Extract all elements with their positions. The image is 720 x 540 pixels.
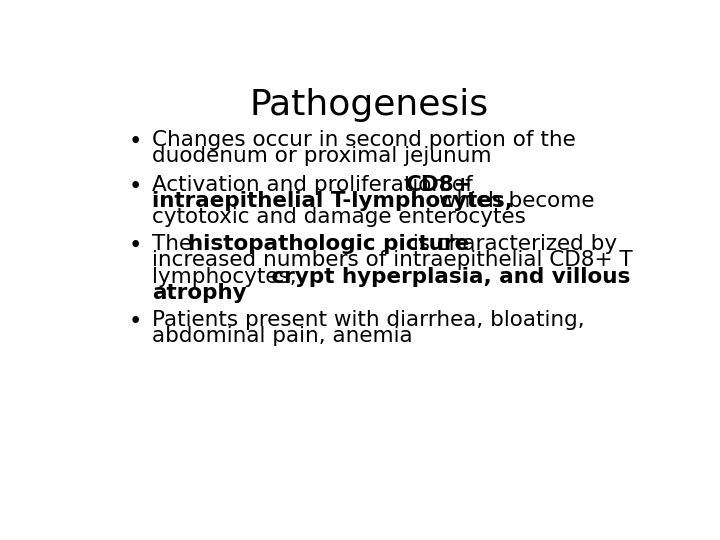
Text: intraepithelial T-lymphocytes,: intraepithelial T-lymphocytes, [152, 191, 513, 211]
Text: is characterized by: is characterized by [406, 234, 618, 254]
Text: Activation and proliferation of: Activation and proliferation of [152, 175, 480, 195]
Text: crypt hyperplasia, and villous: crypt hyperplasia, and villous [264, 267, 631, 287]
Text: atrophy: atrophy [152, 283, 247, 303]
Text: histopathologic picture: histopathologic picture [189, 234, 469, 254]
Text: •: • [128, 175, 142, 198]
Text: cytotoxic and damage enterocytes: cytotoxic and damage enterocytes [152, 207, 526, 227]
Text: The: The [152, 234, 199, 254]
Text: CD8+: CD8+ [406, 175, 472, 195]
Text: Patients present with diarrhea, bloating,: Patients present with diarrhea, bloating… [152, 309, 585, 329]
Text: lymphocytes,: lymphocytes, [152, 267, 297, 287]
Text: increased numbers of intraepithelial CD8+ T: increased numbers of intraepithelial CD8… [152, 251, 633, 271]
Text: Pathogenesis: Pathogenesis [249, 88, 489, 122]
Text: Changes occur in second portion of the: Changes occur in second portion of the [152, 130, 576, 150]
Text: abdominal pain, anemia: abdominal pain, anemia [152, 326, 413, 346]
Text: •: • [128, 130, 142, 153]
Text: •: • [128, 309, 142, 333]
Text: which become: which become [432, 191, 594, 211]
Text: •: • [128, 234, 142, 257]
Text: duodenum or proximal jejunum: duodenum or proximal jejunum [152, 146, 492, 166]
